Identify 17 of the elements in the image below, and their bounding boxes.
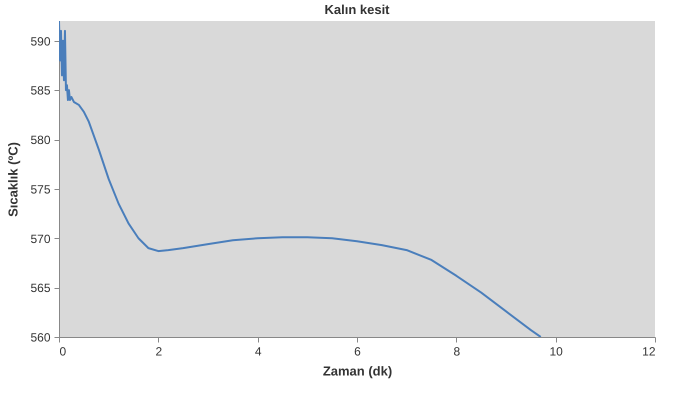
chart-title: Kalın kesit <box>324 2 390 17</box>
y-tick-label: 560 <box>30 330 51 344</box>
y-tick-label: 565 <box>30 281 51 296</box>
x-tick-label: 4 <box>254 344 262 358</box>
y-axis-title: Sıcaklık (ºC) <box>5 142 20 217</box>
y-tick-label: 585 <box>30 84 51 98</box>
x-tick-label: 8 <box>453 344 460 358</box>
y-tick-label: 580 <box>30 133 51 147</box>
x-tick-label: 10 <box>549 344 564 358</box>
y-tick-label: 590 <box>30 34 51 48</box>
x-axis-title: Zaman (dk) <box>322 364 392 378</box>
x-tick-label: 12 <box>642 344 656 358</box>
x-tick-label: 0 <box>60 344 66 358</box>
y-tick-label: 575 <box>30 182 51 196</box>
x-tick-label: 6 <box>354 344 362 358</box>
y-tick-label: 570 <box>30 232 51 246</box>
x-tick-label: 2 <box>155 344 162 358</box>
